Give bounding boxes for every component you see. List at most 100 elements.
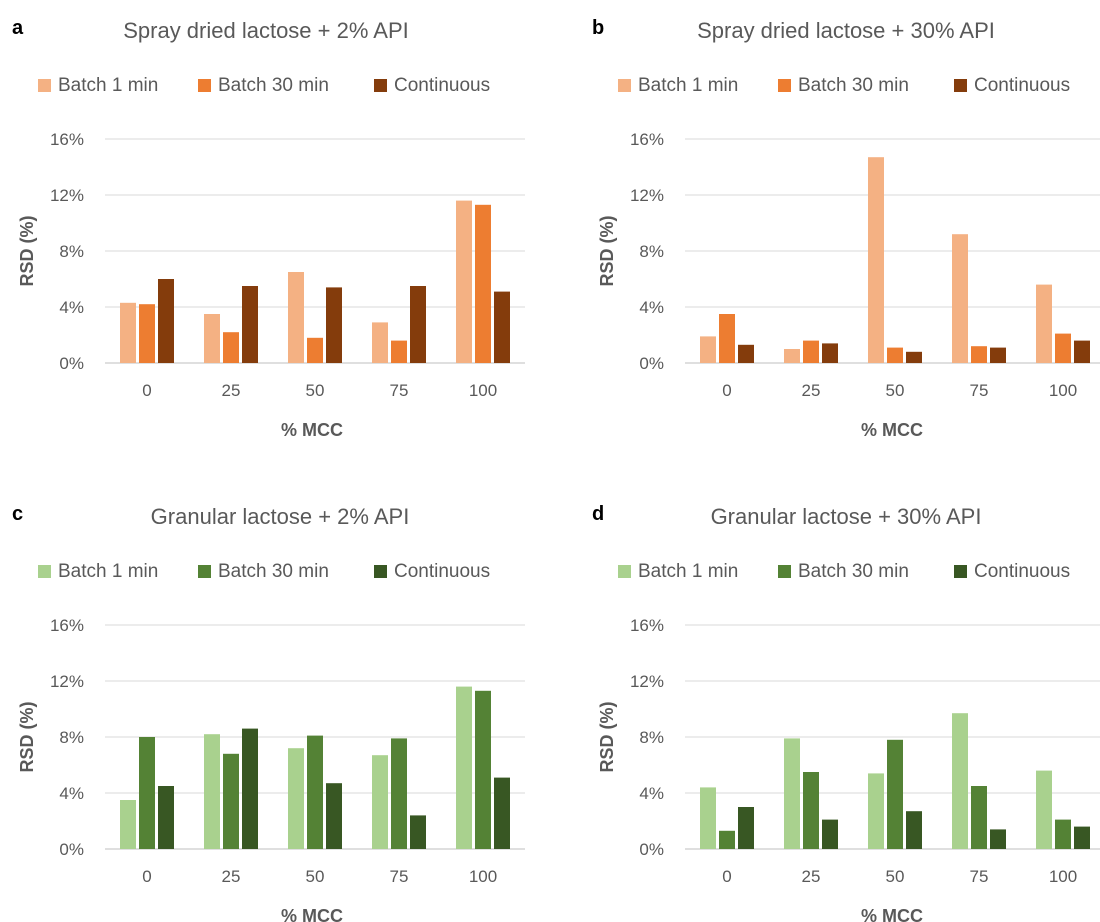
bar-batch-1-min xyxy=(700,787,716,849)
legend-swatch xyxy=(198,79,211,92)
panel-letter: a xyxy=(12,17,24,39)
y-tick-label: 16% xyxy=(630,130,664,149)
bar-batch-1-min xyxy=(784,349,800,363)
bar-batch-30-min xyxy=(719,830,735,849)
legend-swatch xyxy=(374,79,387,92)
bar-continuous xyxy=(990,347,1006,363)
bar-continuous xyxy=(1074,826,1090,849)
x-axis-title: % MCC xyxy=(861,906,923,922)
bar-continuous xyxy=(410,815,426,849)
x-tick-label: 50 xyxy=(886,381,905,400)
x-tick-label: 75 xyxy=(970,867,989,886)
bar-continuous xyxy=(242,286,258,363)
bar-batch-30-min xyxy=(391,340,407,363)
bar-batch-30-min xyxy=(803,772,819,849)
y-tick-label: 0% xyxy=(59,354,84,373)
chart-panel-c: c Granular lactose + 2% API Batch 1 min Bat… xyxy=(12,503,525,922)
x-tick-label: 100 xyxy=(469,867,497,886)
bar-batch-1-min xyxy=(372,755,388,849)
legend-label: Batch 1 min xyxy=(638,75,738,96)
y-tick-label: 8% xyxy=(639,728,664,747)
bar-batch-1-min xyxy=(1036,284,1052,363)
bar-batch-1-min xyxy=(372,322,388,363)
x-tick-label: 25 xyxy=(222,867,241,886)
panel-letter: c xyxy=(12,503,23,525)
bar-batch-30-min xyxy=(971,346,987,363)
bar-batch-1-min xyxy=(952,713,968,849)
bar-batch-30-min xyxy=(391,738,407,849)
y-tick-label: 16% xyxy=(50,616,84,635)
bar-batch-30-min xyxy=(475,690,491,849)
bar-batch-1-min xyxy=(456,686,472,849)
legend-label: Continuous xyxy=(974,561,1070,582)
legend-swatch xyxy=(38,565,51,578)
y-tick-label: 8% xyxy=(59,242,84,261)
y-tick-label: 0% xyxy=(639,840,664,859)
y-tick-label: 0% xyxy=(639,354,664,373)
x-tick-label: 0 xyxy=(722,867,731,886)
x-tick-label: 100 xyxy=(1049,381,1077,400)
x-tick-label: 75 xyxy=(390,867,409,886)
bar-batch-1-min xyxy=(288,272,304,363)
x-tick-label: 100 xyxy=(1049,867,1077,886)
bar-continuous xyxy=(326,783,342,849)
bar-batch-30-min xyxy=(475,204,491,363)
x-tick-label: 50 xyxy=(306,867,325,886)
y-tick-label: 0% xyxy=(59,840,84,859)
bar-continuous xyxy=(410,286,426,363)
y-tick-label: 4% xyxy=(59,784,84,803)
legend-swatch xyxy=(618,565,631,578)
x-axis-title: % MCC xyxy=(281,420,343,440)
bar-continuous xyxy=(158,279,174,363)
y-tick-label: 12% xyxy=(50,186,84,205)
bar-batch-30-min xyxy=(139,737,155,849)
y-tick-label: 4% xyxy=(639,784,664,803)
bar-batch-30-min xyxy=(1055,333,1071,363)
bar-batch-30-min xyxy=(971,786,987,849)
legend-swatch xyxy=(38,79,51,92)
chart-title: Granular lactose + 2% API xyxy=(151,504,410,529)
bar-continuous xyxy=(158,786,174,849)
bar-continuous xyxy=(822,819,838,849)
bar-batch-30-min xyxy=(223,332,239,363)
y-axis-title: RSD (%) xyxy=(597,215,617,286)
legend-swatch xyxy=(954,565,967,578)
x-tick-label: 25 xyxy=(222,381,241,400)
bar-continuous xyxy=(242,728,258,849)
bar-batch-30-min xyxy=(307,337,323,363)
legend-label: Batch 1 min xyxy=(638,561,738,582)
x-tick-label: 100 xyxy=(469,381,497,400)
bar-batch-1-min xyxy=(952,234,968,363)
x-axis-title: % MCC xyxy=(281,906,343,922)
x-tick-label: 0 xyxy=(722,381,731,400)
y-axis-title: RSD (%) xyxy=(17,701,37,772)
chart-panel-b: b Spray dried lactose + 30% API Batch 1 mi… xyxy=(592,17,1100,440)
legend-swatch xyxy=(374,565,387,578)
panel-letter: d xyxy=(592,503,604,525)
legend-swatch xyxy=(954,79,967,92)
x-tick-label: 25 xyxy=(802,381,821,400)
chart-panel-a: a Spray dried lactose + 2% API Batch 1 min… xyxy=(12,17,525,440)
legend-swatch xyxy=(778,565,791,578)
legend-label: Continuous xyxy=(394,75,490,96)
legend-label: Batch 1 min xyxy=(58,561,158,582)
bar-continuous xyxy=(494,777,510,849)
bar-continuous xyxy=(906,351,922,363)
x-tick-label: 25 xyxy=(802,867,821,886)
y-tick-label: 16% xyxy=(630,616,664,635)
x-tick-label: 0 xyxy=(142,381,151,400)
y-tick-label: 12% xyxy=(50,672,84,691)
bar-batch-1-min xyxy=(204,314,220,363)
bar-continuous xyxy=(906,811,922,849)
y-axis-title: RSD (%) xyxy=(17,215,37,286)
x-tick-label: 0 xyxy=(142,867,151,886)
bar-batch-30-min xyxy=(887,739,903,849)
x-tick-label: 75 xyxy=(390,381,409,400)
chart-title: Granular lactose + 30% API xyxy=(711,504,982,529)
y-axis-title: RSD (%) xyxy=(597,701,617,772)
bar-batch-1-min xyxy=(120,302,136,363)
bar-continuous xyxy=(326,287,342,363)
y-tick-label: 12% xyxy=(630,186,664,205)
legend-label: Batch 30 min xyxy=(218,75,329,96)
